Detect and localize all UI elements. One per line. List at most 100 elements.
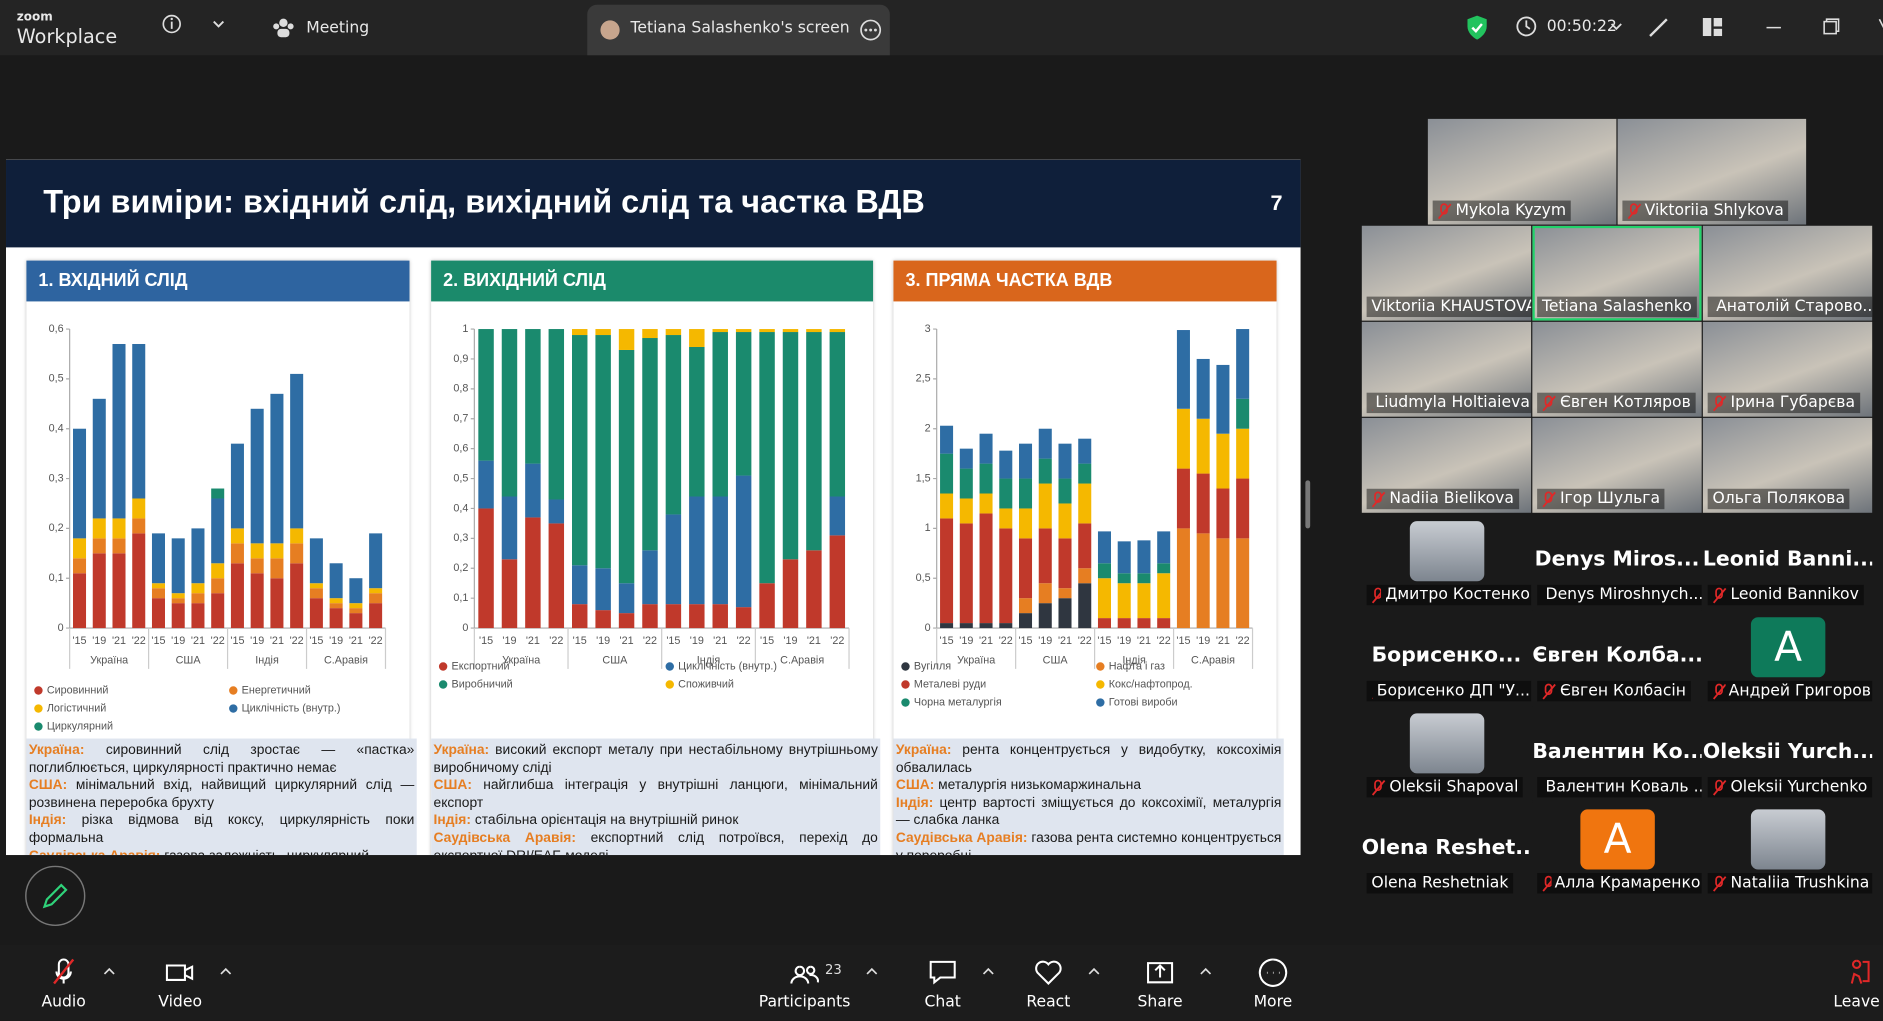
toolbar-label: Share [1137,993,1183,1012]
participant-tile[interactable]: A Андрей Григоров [1702,610,1873,705]
participant-tile[interactable]: Viktoriia KHAUSTOVA [1361,225,1532,321]
bar-segment [478,508,494,629]
participant-tile[interactable]: Ольга Полякова [1702,417,1873,513]
toolbar-caret[interactable] [866,967,878,977]
note-label: Саудівська Аравія: [895,830,1028,846]
participant-tile[interactable]: Борисенко... Борисенко ДП "У... [1361,610,1532,705]
participant-tile[interactable]: Oleksii Shapoval [1361,706,1532,801]
meeting-label[interactable]: Meeting [306,19,370,38]
bar-segment [211,578,225,594]
bar-segment [999,450,1013,479]
bar-segment [369,593,383,604]
group-label: Індія [255,654,279,666]
bar-segment [1176,408,1190,469]
participant-tile[interactable]: Ігор Шульга [1532,417,1702,513]
muted-icon [1542,875,1552,892]
avatar-photo [1409,713,1485,774]
participant-tile[interactable]: Nadiia Bielikova [1361,417,1532,513]
note-text: сировинний слід зростає — «пастка» погли… [28,743,415,776]
toolbar-button[interactable]: Leave [1803,945,1883,1021]
split-handle[interactable] [1305,480,1311,529]
mic-slash [1371,696,1374,699]
bar-segment [501,496,518,560]
bar-segment [92,538,106,554]
participant-tile[interactable]: Євген Колба... Євген Колбасін [1532,610,1702,705]
toolbar-button[interactable]: Share [1106,945,1214,1021]
participant-tile[interactable]: A Алла Крамаренко [1532,802,1702,898]
name-text: Oleksii Shapoval [1389,778,1519,797]
legend-marker [34,704,43,713]
participant-tile[interactable]: Ірина Губарєва [1702,321,1873,417]
icon-shape [790,965,819,984]
panel: 1. ВХІДНИЙ СЛІД 0 0,1 0,2 0,3 0,4 0,5 0,6 '15 '1… [26,260,417,856]
legend-label: Виробничий [452,678,513,690]
participant-name: Дмитро Костенко [1366,584,1532,606]
toolbar-button[interactable]: Participants 23 [751,945,878,1021]
participant-tile[interactable]: Oleksii Yurch... Oleksii Yurchenko [1702,706,1873,801]
name-text: Mykola Kyzym [1455,201,1567,220]
meeting-toolbar: Audio Video Participants 23 Chat React Share Mo… [0,945,1883,1021]
toolbar-caret[interactable] [103,967,115,977]
participant-tile[interactable]: Валентин Ко... Валентин Коваль ... [1532,706,1702,801]
bar-segment [689,604,705,629]
tab-menu[interactable] [859,18,883,42]
tab-title: Tetiana Salashenko's screen [630,19,850,38]
participant-tile[interactable]: Дмитро Костенко [1361,513,1532,609]
participant-tile[interactable]: Tetiana Salashenko [1532,225,1702,321]
y-tick-label: 2,5 [916,373,931,385]
participant-tile[interactable]: Liudmyla Holtiaieva [1361,321,1532,417]
participant-tile[interactable]: Nataliia Trushkina [1702,802,1873,898]
toolbar-icon [1850,959,1870,984]
bar-segment [1058,598,1072,629]
bar-segment [1236,329,1250,399]
toolbar-button[interactable]: Video [126,945,234,1021]
participant-tile[interactable]: Leonid Banni... Leonid Bannikov [1702,513,1873,609]
y-tick-label: 0,4 [453,502,468,514]
participant-name: Борисенко ДП "У... [1366,680,1532,702]
avatar-initial: A [1750,617,1826,678]
name-text: Leonid Bannikov [1730,586,1859,605]
mic-slash [1712,875,1727,892]
note-label: США: [28,778,68,793]
bar-segment [1078,568,1092,584]
participant-name: Leonid Bannikov [1707,584,1864,606]
toolbar-caret[interactable] [982,967,994,977]
bar-segment [132,533,146,629]
participant-name: Анатолій Старово... [1707,296,1873,318]
name-text: Ірина Губарєва [1730,393,1856,412]
toolbar-caret[interactable] [1088,967,1100,977]
toolbar-button[interactable]: Chat [889,945,997,1021]
bar-segment [478,329,494,461]
participant-tile[interactable]: Анатолій Старово... [1702,225,1873,321]
window-controls[interactable] [1609,14,1883,40]
bar-segment [806,550,822,629]
bar-segment [979,623,993,629]
participant-tile[interactable]: Mykola Kyzym [1427,118,1617,225]
group-label: Індія [697,654,721,666]
participant-tile[interactable]: Євген Котляров [1532,321,1702,417]
bar-segment [270,578,284,629]
screen-tab[interactable]: Tetiana Salashenko's screen [587,4,890,56]
participant-name: Nataliia Trushkina [1707,873,1873,894]
toolbar-caret[interactable] [220,967,232,977]
bar-segment [73,428,87,539]
x-tick-label: '15 [760,635,774,647]
participant-tile[interactable]: Olena Reshet... Olena Reshetniak [1361,802,1532,898]
toolbar-button[interactable]: React [994,945,1102,1021]
note-label: Саудівська Аравія: [29,849,161,856]
toolbar-button[interactable]: More [1219,945,1327,1021]
chart: 0 0,1 0,2 0,3 0,4 0,5 0,6 '15 '19 '21 '22 '15 '19 '21… [34,323,387,732]
bar-segment [1019,478,1033,509]
legend-label: Металеві руди [914,678,986,690]
bar-segment [290,563,304,629]
toolbar-button[interactable]: Audio [10,945,118,1021]
annotate-button[interactable] [24,865,86,927]
bar-segment [1236,538,1250,629]
participant-tile[interactable]: Viktoriia Shlykova [1616,118,1806,225]
participant-tile[interactable]: Denys Miros... Denys Miroshnych... [1532,513,1702,609]
note-label: Індія: [28,813,67,828]
info-icons[interactable] [161,13,233,37]
toolbar-caret[interactable] [1200,967,1212,977]
security-shield[interactable] [1465,14,1489,40]
